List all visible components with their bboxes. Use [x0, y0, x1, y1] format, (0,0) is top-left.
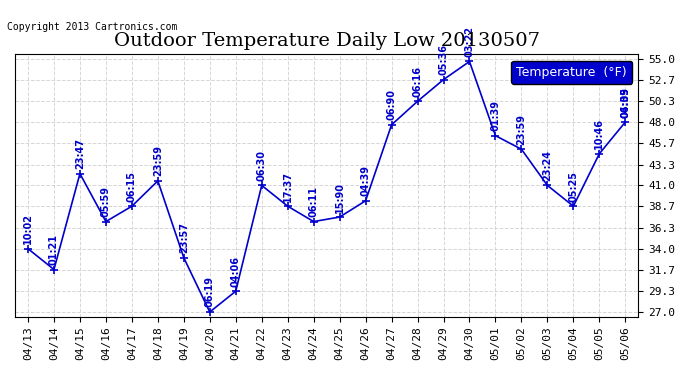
Temperature  (°F): [362, 198, 370, 203]
Text: 23:59: 23:59: [516, 114, 526, 145]
Text: 23:47: 23:47: [75, 138, 85, 169]
Text: 06:19: 06:19: [205, 276, 215, 308]
Text: 10:02: 10:02: [23, 213, 33, 244]
Temperature  (°F): [154, 178, 162, 183]
Temperature  (°F): [595, 152, 604, 156]
Text: 05:25: 05:25: [569, 171, 578, 202]
Text: 06:30: 06:30: [257, 150, 267, 181]
Temperature  (°F): [50, 267, 58, 272]
Text: 06:90: 06:90: [386, 89, 397, 120]
Temperature  (°F): [179, 255, 188, 260]
Text: 10:46: 10:46: [594, 118, 604, 149]
Temperature  (°F): [284, 204, 292, 209]
Temperature  (°F): [543, 183, 551, 188]
Text: 17:37: 17:37: [283, 171, 293, 202]
Text: 06:16: 06:16: [413, 66, 422, 97]
Temperature  (°F): [440, 77, 448, 82]
Text: 01:21: 01:21: [49, 234, 59, 265]
Temperature  (°F): [232, 289, 240, 294]
Text: 01:39: 01:39: [491, 100, 500, 131]
Text: 06:15: 06:15: [127, 171, 137, 202]
Temperature  (°F): [569, 204, 578, 209]
Temperature  (°F): [128, 204, 136, 209]
Temperature  (°F): [101, 219, 110, 224]
Temperature  (°F): [76, 171, 84, 176]
Temperature  (°F): [518, 147, 526, 152]
Text: 06:05: 06:05: [620, 87, 630, 118]
Temperature  (°F): [310, 219, 318, 224]
Text: 23:57: 23:57: [179, 222, 189, 253]
Text: 05:59: 05:59: [101, 186, 111, 217]
Text: 06:11: 06:11: [308, 186, 319, 217]
Temperature  (°F): [387, 123, 395, 127]
Temperature  (°F): [335, 215, 344, 219]
Temperature  (°F): [413, 99, 422, 104]
Title: Outdoor Temperature Daily Low 20130507: Outdoor Temperature Daily Low 20130507: [114, 32, 540, 50]
Line: Temperature  (°F): Temperature (°F): [24, 57, 629, 316]
Text: 23:59: 23:59: [152, 146, 163, 176]
Legend: Temperature  (°F): Temperature (°F): [511, 60, 632, 84]
Temperature  (°F): [24, 246, 32, 251]
Temperature  (°F): [465, 59, 473, 64]
Text: 05:36: 05:36: [439, 44, 449, 75]
Text: 03:22: 03:22: [464, 26, 475, 57]
Temperature  (°F): [257, 183, 266, 188]
Text: Copyright 2013 Cartronics.com: Copyright 2013 Cartronics.com: [7, 22, 177, 33]
Text: 23:24: 23:24: [542, 150, 553, 181]
Text: 04:39: 04:39: [620, 87, 630, 118]
Temperature  (°F): [206, 310, 214, 314]
Temperature  (°F): [491, 134, 500, 138]
Text: 15:90: 15:90: [335, 182, 344, 213]
Text: 04:39: 04:39: [361, 165, 371, 196]
Text: 04:06: 04:06: [230, 256, 241, 286]
Temperature  (°F): [621, 120, 629, 124]
